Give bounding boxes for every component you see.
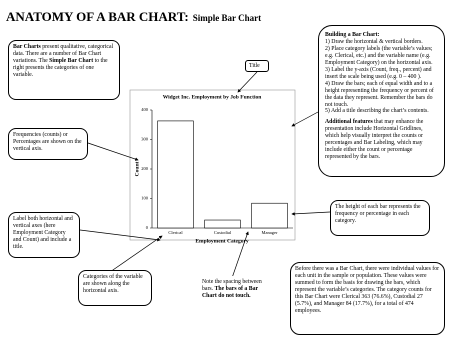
bold-text: The bars of a Bar Chart do not touch. xyxy=(202,285,258,299)
paragraph: 1) Draw the horizontal & vertical border… xyxy=(325,39,438,46)
text: Note the spacing between bars. xyxy=(202,279,262,292)
y-tick-label: 300 xyxy=(141,137,149,142)
text: to the right presents the categories of … xyxy=(13,57,108,78)
chart-title: Widget Inc. Employment by Job Function xyxy=(163,94,262,100)
x-tick-label: Custodial xyxy=(214,230,232,235)
text: that may enhance the presentation includ… xyxy=(325,119,424,161)
text: 4) Draw the bars; each of equal width an… xyxy=(325,80,434,108)
paragraph: 2) Place category labels (the variable’s… xyxy=(325,46,438,67)
bold-text: Simple Bar Chart xyxy=(49,57,94,64)
paragraph: Before there was a Bar Chart, there were… xyxy=(295,266,440,315)
paragraph: Additional features that may enhance the… xyxy=(325,119,438,161)
y-axis-label: Count xyxy=(134,161,140,176)
text: Categories of the variable are shown alo… xyxy=(83,274,143,294)
text: The height of each bar represents the fr… xyxy=(335,204,421,224)
text: 1) Draw the horizontal & vertical border… xyxy=(325,38,423,45)
arrows xyxy=(79,71,331,279)
paragraph: 3) Label the y-axis (Count, freq., perce… xyxy=(325,67,438,81)
paragraph: Categories of the variable are shown alo… xyxy=(83,274,147,295)
paragraph: 4) Draw the bars; each of equal width an… xyxy=(325,81,438,109)
text: Frequencies (counts) or Percentages are … xyxy=(13,132,82,152)
text: present qualitative, categorical data. T… xyxy=(13,44,114,64)
page-subtitle: Simple Bar Chart xyxy=(192,13,262,23)
bold-text: Bar Charts xyxy=(13,44,41,50)
bar xyxy=(157,120,194,229)
callout: Bar Charts present qualitative, categori… xyxy=(8,40,120,100)
y-tick-label: 400 xyxy=(141,107,149,112)
paragraph: 5) Add a title describing the chart’s co… xyxy=(325,108,438,115)
callout: Label both horizontal and vertical axes … xyxy=(8,212,80,258)
y-tick-label: 100 xyxy=(141,196,149,201)
paragraph: The height of each bar represents the fr… xyxy=(335,204,425,225)
text: 2) Place category labels (the variable’s… xyxy=(325,45,433,66)
page-title: ANATOMY OF A BAR CHART: xyxy=(6,9,189,24)
text: 3) Label the y-axis (Count, freq., perce… xyxy=(325,66,432,80)
bold-text: Building a Bar Chart: xyxy=(325,32,380,38)
callout: Categories of the variable are shown alo… xyxy=(78,270,152,306)
callout: Frequencies (counts) or Percentages are … xyxy=(8,128,88,160)
callout: Note the spacing between bars. The bars … xyxy=(198,276,270,303)
callout: Before there was a Bar Chart, there were… xyxy=(290,262,445,335)
y-tick-label: 0 xyxy=(146,225,149,230)
paragraph: Label both horizontal and vertical axes … xyxy=(13,216,75,251)
x-tick-label: Manager xyxy=(262,230,278,235)
text: 5) Add a title describing the chart’s co… xyxy=(325,108,429,115)
callout: The height of each bar represents the fr… xyxy=(330,200,430,236)
text: Label both horizontal and vertical axes … xyxy=(13,216,73,250)
x-tick-label: Clerical xyxy=(168,230,183,235)
bar xyxy=(251,202,288,229)
paragraph: Building a Bar Chart: xyxy=(325,32,438,39)
text: Title xyxy=(249,63,260,69)
callout: Building a Bar Chart: 1) Draw the horizon… xyxy=(318,25,445,177)
y-tick-label: 200 xyxy=(141,166,149,171)
paragraph: Frequencies (counts) or Percentages are … xyxy=(13,132,83,153)
x-axis-label: Employment Category xyxy=(195,238,249,244)
header: ANATOMY OF A BAR CHART: Simple Bar Chart xyxy=(6,8,261,26)
paragraph: Bar Charts present qualitative, categori… xyxy=(13,44,115,79)
paragraph: Title xyxy=(249,63,265,70)
text: Before there was a Bar Chart, there were… xyxy=(295,266,440,314)
paragraph: Note the spacing between bars. The bars … xyxy=(202,279,266,300)
bold-text: Additional features xyxy=(325,119,373,126)
bar xyxy=(204,219,241,229)
callout: Title xyxy=(245,60,269,72)
